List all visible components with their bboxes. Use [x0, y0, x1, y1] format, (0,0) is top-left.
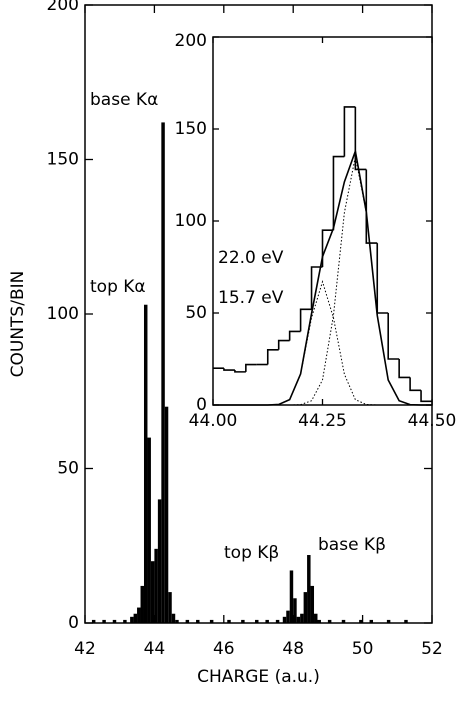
- annotation: top Kβ: [224, 543, 279, 563]
- histogram-bar: [369, 619, 374, 623]
- histogram-step: [398, 359, 411, 379]
- histogram-step: [245, 363, 257, 372]
- histogram-step: [387, 313, 400, 360]
- annotation: base Kβ: [318, 535, 386, 555]
- histogram-bar: [307, 555, 311, 623]
- histogram-bar: [286, 610, 290, 623]
- histogram-bar: [404, 619, 408, 623]
- histogram-step: [354, 106, 367, 171]
- histogram-bar: [300, 613, 304, 623]
- x-tick-label: 50: [352, 639, 374, 659]
- histogram-bar: [241, 619, 245, 623]
- y-tick-label: 200: [47, 0, 79, 15]
- histogram-step: [234, 370, 246, 373]
- histogram-step: [277, 339, 290, 350]
- histogram-bar: [91, 619, 96, 623]
- histogram-bar: [137, 607, 141, 623]
- histogram-bar: [161, 122, 165, 624]
- histogram-bar: [133, 613, 138, 623]
- histogram-step: [266, 349, 279, 365]
- histogram-bar: [168, 592, 172, 623]
- x-tick-label: 42: [74, 639, 96, 659]
- x-tick-label: 44.25: [298, 411, 347, 431]
- histogram-bar: [282, 616, 287, 623]
- y-tick-label: 150: [175, 119, 207, 139]
- histogram-bar: [255, 619, 259, 623]
- histogram-bar: [175, 619, 179, 623]
- y-tick-label: 0: [196, 395, 207, 415]
- x-tick-label: 44.00: [189, 411, 238, 431]
- y-tick-label: 150: [47, 150, 79, 170]
- histogram-bar: [171, 613, 176, 623]
- x-tick-label: 46: [213, 639, 235, 659]
- histogram-step: [409, 377, 422, 392]
- y-tick-label: 50: [185, 303, 207, 323]
- y-tick-label: 200: [175, 31, 207, 51]
- histogram-bar: [227, 619, 231, 623]
- histogram-bar: [140, 585, 144, 623]
- histogram-step: [365, 169, 378, 244]
- y-tick-label: 0: [68, 613, 79, 633]
- histogram-bar: [147, 437, 151, 623]
- histogram-bar: [303, 592, 308, 623]
- histogram-bar: [112, 619, 117, 623]
- histogram-step: [288, 330, 301, 341]
- histogram-bar: [265, 619, 269, 623]
- inset-background: [213, 37, 432, 405]
- histogram-bar: [296, 616, 301, 623]
- histogram-step: [223, 368, 235, 371]
- histogram-bar: [143, 304, 148, 623]
- histogram-step: [343, 106, 356, 157]
- histogram-bar: [209, 619, 214, 623]
- x-axis-label: CHARGE (a.u.): [197, 667, 320, 687]
- histogram-step: [299, 308, 312, 332]
- histogram-bar: [196, 619, 200, 623]
- x-tick-label: 48: [282, 639, 304, 659]
- histogram-bar: [164, 406, 169, 623]
- histogram-step: [310, 266, 323, 310]
- histogram-bar: [275, 619, 280, 623]
- histogram-bar: [102, 619, 106, 623]
- histogram-bar: [314, 613, 318, 623]
- histogram-bar: [157, 499, 162, 623]
- histogram-bar: [310, 585, 315, 623]
- x-tick-label: 44.50: [408, 411, 457, 431]
- histogram-bar: [317, 619, 321, 623]
- histogram-step: [420, 390, 432, 403]
- histogram-bar: [386, 619, 391, 623]
- histogram-bar: [154, 548, 158, 623]
- y-axis-label: COUNTS/BIN: [8, 271, 28, 378]
- histogram-bar: [123, 619, 127, 623]
- annotation: 22.0 eV: [218, 248, 284, 268]
- histogram-bar: [359, 619, 363, 623]
- y-tick-label: 100: [175, 211, 207, 231]
- annotation: 15.7 eV: [218, 288, 284, 308]
- histogram-bar: [293, 598, 297, 623]
- y-tick-label: 100: [47, 304, 79, 324]
- histogram-bar: [341, 619, 346, 623]
- annotation: top Kα: [90, 277, 146, 297]
- histogram-bar: [327, 619, 332, 623]
- x-tick-label: 44: [144, 639, 166, 659]
- histogram-bar: [130, 616, 134, 623]
- histogram-bar: [289, 570, 294, 623]
- annotation: base Kα: [90, 90, 158, 110]
- histogram-step: [332, 155, 345, 231]
- histogram-bar: [150, 561, 155, 623]
- y-tick-label: 50: [57, 459, 79, 479]
- x-tick-label: 52: [421, 639, 443, 659]
- histogram-bar: [185, 619, 190, 623]
